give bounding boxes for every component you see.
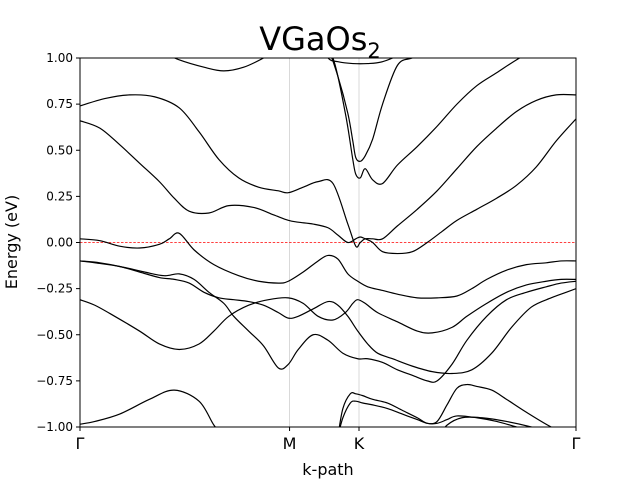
y-tick-label: 0.00 — [46, 236, 73, 250]
band-12 — [338, 383, 553, 427]
band-1 — [80, 389, 217, 427]
band-10 — [327, 58, 395, 65]
y-tick-label: −0.50 — [36, 328, 73, 342]
y-tick-label: −0.75 — [36, 374, 73, 388]
chart-title: VGaOs2 — [259, 20, 381, 63]
kpoint-label: Γ — [572, 434, 581, 453]
band-7 — [80, 93, 576, 248]
band-3 — [80, 260, 576, 383]
y-axis-label: Energy (eV) — [2, 195, 21, 289]
kpoint-label: M — [283, 434, 297, 453]
y-tick-label: 0.25 — [46, 189, 73, 203]
kpoint-label: K — [354, 434, 365, 453]
y-tick-label: −0.25 — [36, 282, 73, 296]
band-6 — [80, 118, 576, 255]
chart-title-main: VGaOs — [259, 20, 367, 58]
band-lines — [80, 58, 576, 427]
band-5 — [80, 260, 576, 375]
chart-title-subscript: 2 — [367, 39, 380, 63]
x-axis-label: k-path — [302, 460, 353, 479]
band-11 — [339, 400, 519, 427]
y-axis-ticks: −1.00 −0.75 −0.50 −0.25 0.00 0.25 0.50 0.75 1.00 — [36, 51, 80, 434]
band-8 — [173, 58, 521, 185]
kpoint-label: Γ — [76, 434, 85, 453]
band-9 — [331, 58, 414, 162]
y-tick-label: −1.00 — [36, 420, 73, 434]
band-4 — [80, 232, 576, 299]
band-2 — [80, 278, 576, 351]
y-tick-label: 0.50 — [46, 143, 73, 157]
band-13 — [444, 416, 534, 427]
y-tick-label: 1.00 — [46, 51, 73, 65]
y-tick-label: 0.75 — [46, 97, 73, 111]
